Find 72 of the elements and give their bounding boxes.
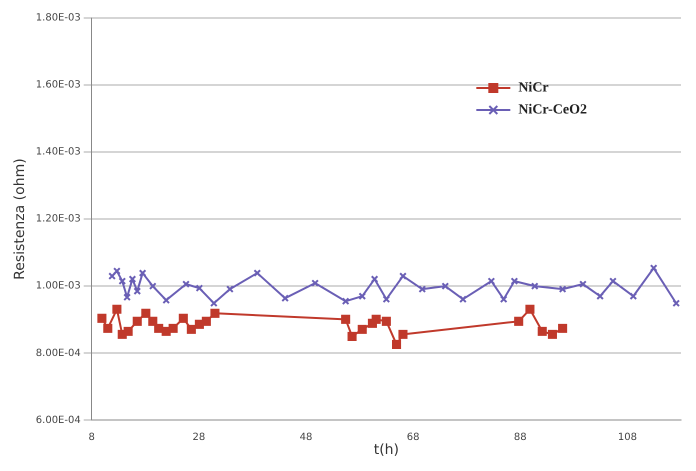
point bbox=[123, 293, 131, 302]
point bbox=[148, 282, 157, 290]
point bbox=[488, 277, 496, 285]
point bbox=[133, 287, 142, 295]
x-axis-title: t(h) bbox=[374, 442, 400, 458]
point bbox=[459, 295, 467, 304]
point bbox=[202, 316, 211, 326]
point bbox=[538, 326, 547, 336]
y-tick-label: 1.80E-03 bbox=[36, 12, 81, 24]
point bbox=[178, 314, 188, 323]
x-tick-label: 48 bbox=[300, 432, 312, 443]
point bbox=[398, 330, 408, 339]
point bbox=[132, 316, 142, 326]
point bbox=[124, 326, 133, 336]
legend-label: NiCr bbox=[518, 80, 549, 96]
point bbox=[558, 285, 566, 293]
point bbox=[514, 316, 524, 326]
point bbox=[162, 296, 170, 304]
y-tick-label: 6.00E-04 bbox=[36, 414, 81, 426]
point bbox=[370, 275, 378, 283]
point bbox=[97, 314, 106, 323]
y-axis-title: Resistenza (ohm) bbox=[12, 158, 28, 280]
point bbox=[358, 324, 367, 334]
point bbox=[342, 297, 350, 306]
point bbox=[311, 279, 319, 287]
point bbox=[168, 324, 178, 333]
point bbox=[154, 324, 164, 333]
point bbox=[281, 294, 289, 302]
point bbox=[141, 308, 150, 318]
point bbox=[510, 277, 518, 285]
point bbox=[441, 282, 450, 290]
point bbox=[358, 292, 366, 300]
point bbox=[210, 299, 218, 308]
x-tick-label: 68 bbox=[406, 432, 420, 443]
point bbox=[548, 330, 557, 339]
point bbox=[392, 340, 402, 349]
legend-label: NiCr-CeO2 bbox=[518, 102, 588, 118]
point bbox=[579, 280, 587, 288]
point bbox=[341, 314, 350, 324]
y-tick-label: 1.20E-03 bbox=[36, 214, 81, 225]
point bbox=[148, 316, 158, 326]
y-tick-label: 1.00E-03 bbox=[36, 280, 81, 292]
point bbox=[348, 332, 357, 341]
point bbox=[596, 292, 604, 300]
x-tick-label: 28 bbox=[192, 432, 206, 443]
point bbox=[609, 277, 617, 285]
point bbox=[372, 314, 381, 324]
point bbox=[558, 324, 568, 333]
point bbox=[418, 285, 426, 293]
point bbox=[103, 324, 112, 333]
y-tick-label: 1.60E-03 bbox=[36, 80, 81, 91]
y-tick-label: 1.40E-03 bbox=[36, 146, 81, 158]
point bbox=[530, 282, 539, 290]
x-tick-label: 88 bbox=[514, 432, 527, 443]
point bbox=[186, 324, 196, 334]
point bbox=[399, 272, 407, 280]
y-tick-label: 8.00E-04 bbox=[36, 348, 81, 359]
point bbox=[112, 304, 122, 314]
point bbox=[650, 264, 658, 272]
point bbox=[226, 285, 234, 293]
point bbox=[128, 275, 136, 283]
point bbox=[118, 277, 126, 285]
x-tick-label: 8 bbox=[88, 432, 95, 443]
point bbox=[182, 280, 190, 288]
point bbox=[382, 316, 391, 326]
x-tick-label: 108 bbox=[618, 432, 637, 443]
point bbox=[525, 304, 534, 314]
point bbox=[253, 269, 262, 277]
point bbox=[210, 308, 220, 318]
point bbox=[196, 284, 204, 292]
point bbox=[138, 269, 146, 277]
point bbox=[629, 292, 638, 300]
